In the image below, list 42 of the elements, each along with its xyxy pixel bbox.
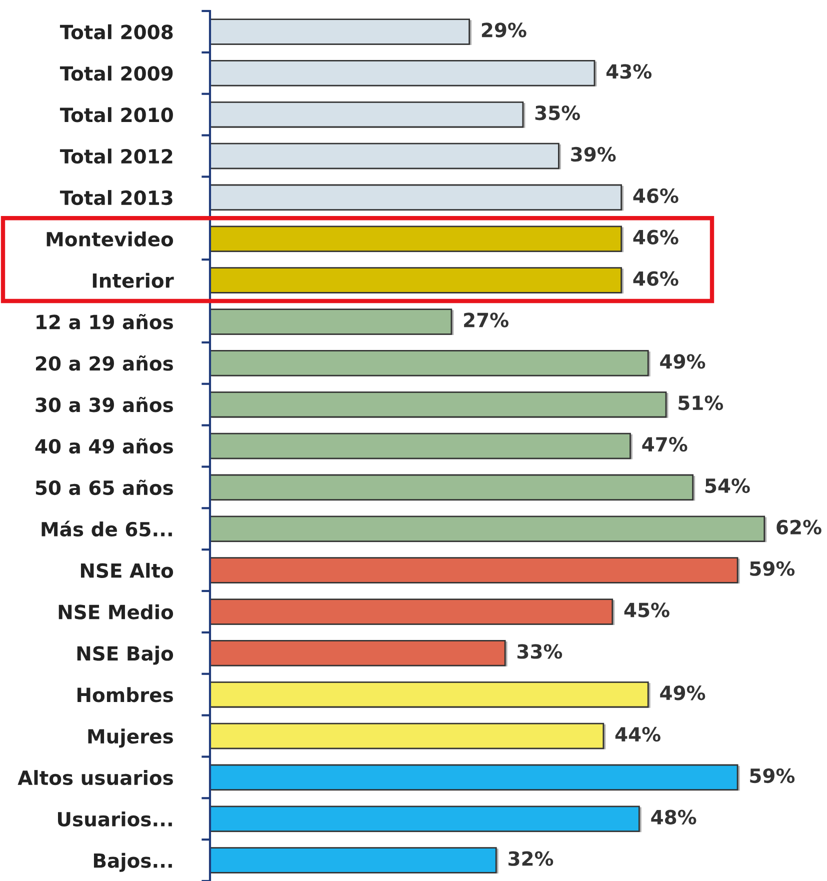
data-label: 39% — [571, 146, 616, 162]
data-label: 51% — [678, 396, 724, 410]
data-label: 46% — [633, 230, 678, 244]
y-tick-label: Montevideo — [46, 231, 174, 247]
y-tick-label: Total 2010 — [60, 107, 173, 122]
y-tick-label: 50 a 65 años — [36, 480, 173, 496]
y-tick-label: 12 a 19 años — [36, 314, 173, 330]
y-tick-label: Total 2008 — [60, 24, 173, 40]
data-label: 46% — [633, 188, 678, 204]
data-label: 49% — [660, 354, 706, 369]
data-label: 27% — [464, 312, 508, 328]
data-label: 59% — [750, 561, 795, 576]
y-tick-label: Interior — [92, 272, 174, 288]
data-label: 35% — [535, 106, 580, 120]
y-tick-label: 30 a 39 años — [36, 396, 173, 412]
data-label: 62% — [776, 520, 822, 534]
data-label: 59% — [750, 768, 795, 784]
y-tick-label: Total 2009 — [60, 66, 173, 81]
y-tick-label: Hombres — [78, 687, 173, 702]
data-label: 43% — [606, 64, 652, 79]
data-label: 29% — [482, 22, 526, 38]
y-tick-label: 40 a 49 años — [35, 438, 173, 454]
y-tick-label: 20 a 29 años — [36, 355, 173, 371]
y-tick-label: Usuarios... — [58, 811, 172, 827]
y-tick-label: NSE Bajo — [77, 646, 174, 665]
data-label: 44% — [615, 726, 660, 742]
data-label: 48% — [651, 810, 696, 824]
y-tick-label: NSE Medio — [58, 604, 174, 620]
y-tick-label: Bajos... — [94, 852, 172, 872]
y-tick-label: Altos usuarios — [18, 770, 173, 786]
data-label: 47% — [642, 436, 688, 452]
data-label: 46% — [633, 271, 678, 286]
data-label: 45% — [624, 602, 670, 618]
y-tick-label: Total 2013 — [60, 190, 172, 206]
data-label: 33% — [517, 644, 562, 659]
y-tick-label: Mujeres — [88, 728, 173, 748]
data-label: 54% — [705, 478, 750, 494]
y-tick-label: Total 2012 — [60, 148, 172, 164]
data-label: 32% — [508, 851, 554, 866]
y-tick-label: NSE Alto — [80, 562, 174, 578]
data-label: 49% — [660, 686, 706, 700]
y-tick-label: Más de 65... — [42, 520, 172, 537]
